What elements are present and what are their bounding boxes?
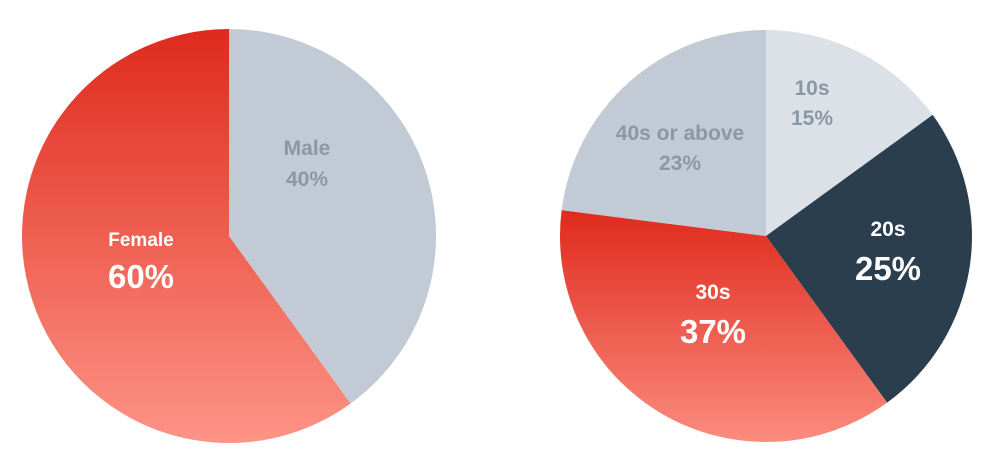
slice-value-40s-or-above: 23%: [659, 152, 701, 175]
pie-slice-40s-or-above: [561, 30, 766, 236]
slice-value-male: 40%: [286, 168, 328, 191]
slice-label-30s: 30s: [695, 281, 730, 304]
slice-label-female: Female: [108, 230, 173, 251]
slice-value-female: 60%: [108, 258, 174, 295]
pie-slice-female: [22, 29, 351, 443]
slice-value-20s: 25%: [855, 250, 921, 287]
age-pie-chart: 10s 15% 20s 25% 30s 37% 40s or above 23%: [559, 30, 972, 443]
pie-slice-male: [229, 29, 437, 404]
slice-label-male: Male: [284, 137, 331, 160]
pie-slice-10s: [766, 30, 933, 236]
slice-value-30s: 37%: [680, 313, 746, 350]
slice-label-20s: 20s: [870, 218, 905, 241]
pie-slice-30s: [559, 210, 888, 443]
slice-label-40s-or-above: 40s or above: [616, 122, 744, 145]
slice-value-10s: 15%: [791, 107, 833, 130]
gender-pie-chart: Female 60% Male 40%: [22, 29, 437, 443]
pie-slice-20s: [766, 114, 972, 403]
slice-label-10s: 10s: [794, 77, 829, 100]
